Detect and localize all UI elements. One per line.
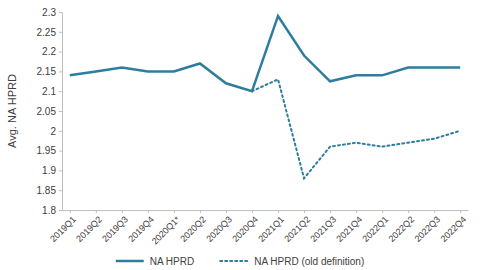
series-line: [70, 16, 460, 91]
x-tick: 2020Q4: [230, 210, 260, 244]
y-tick-label: 1.85: [37, 185, 57, 196]
x-tick-mark: [174, 210, 175, 213]
x-tick-mark: [304, 210, 305, 213]
y-tick-mark: [59, 52, 62, 53]
x-tick: 2019Q1: [48, 210, 78, 244]
y-tick-mark: [59, 111, 62, 112]
x-tick-label: 2019Q2: [74, 214, 104, 244]
x-tick: 2020Q1*: [150, 210, 183, 247]
x-tick-label: 2022Q4: [439, 214, 469, 244]
y-tick-mark: [59, 131, 62, 132]
series-line: [252, 79, 460, 178]
y-tick-label: 2.15: [37, 66, 57, 77]
x-tick: 2022Q4: [439, 210, 469, 244]
x-tick-mark: [70, 210, 71, 213]
x-axis-line: [63, 210, 469, 211]
legend-label: NA HPRD (old definition): [254, 256, 364, 267]
y-tick-label: 2.3: [42, 7, 56, 18]
x-tick-mark: [382, 210, 383, 213]
x-tick-label: 2020Q2: [178, 214, 208, 244]
x-tick-mark: [96, 210, 97, 213]
legend-item: NA HPRD: [116, 256, 194, 267]
y-tick-label: 1.95: [37, 145, 57, 156]
y-tick: 1.9: [42, 165, 62, 176]
y-tick: 1.85: [37, 185, 62, 196]
y-tick: 2.25: [37, 27, 62, 38]
y-tick-mark: [59, 91, 62, 92]
x-tick-mark: [434, 210, 435, 213]
y-axis: 1.8 1.85 1.9 1.95 2 2.05 2.1 2.15 2.2 2.25 2.3: [37, 7, 63, 216]
x-tick-label: 2020Q3: [204, 214, 234, 244]
x-tick: 2019Q2: [74, 210, 104, 244]
y-tick-mark: [59, 12, 62, 13]
y-tick-mark: [59, 71, 62, 72]
x-tick-mark: [122, 210, 123, 213]
x-tick: 2021Q2: [282, 210, 312, 244]
y-tick-label: 1.8: [42, 205, 56, 216]
x-tick-mark: [148, 210, 149, 213]
x-tick-mark: [356, 210, 357, 213]
x-tick: 2020Q2: [178, 210, 208, 244]
x-axis: 2019Q12019Q22019Q32019Q42020Q1*2020Q2202…: [48, 210, 468, 247]
x-tick-mark: [200, 210, 201, 213]
x-tick-label: 2021Q3: [308, 214, 338, 244]
x-tick-label: 2021Q2: [282, 214, 312, 244]
legend-item: NA HPRD (old definition): [220, 256, 364, 267]
legend-symbol: [116, 260, 144, 263]
y-tick-label: 2.25: [37, 27, 57, 38]
x-tick-label: 2022Q1: [360, 214, 390, 244]
x-tick-mark: [330, 210, 331, 213]
x-tick: 2022Q2: [386, 210, 416, 244]
y-tick: 2.15: [37, 66, 62, 77]
y-tick: 2.3: [42, 7, 62, 18]
y-tick-label: 2.05: [37, 106, 57, 117]
y-tick: 1.8: [42, 205, 62, 216]
y-tick: 2: [50, 126, 62, 137]
y-axis-title: Avg. NA HPRD: [6, 74, 18, 148]
x-tick-label: 2020Q4: [230, 214, 260, 244]
x-tick-mark: [460, 210, 461, 213]
y-tick-mark: [59, 151, 62, 152]
x-tick-label: 2020Q1*: [150, 214, 183, 247]
y-tick-mark: [59, 170, 62, 171]
x-tick: 2021Q3: [308, 210, 338, 244]
lines: [70, 16, 460, 178]
y-tick-mark: [59, 32, 62, 33]
legend-symbol: [220, 260, 248, 262]
x-tick: 2020Q3: [204, 210, 234, 244]
x-tick: 2022Q3: [413, 210, 443, 244]
y-tick-mark: [59, 190, 62, 191]
x-tick: 2019Q3: [100, 210, 130, 244]
legend: NA HPRD NA HPRD (old definition): [116, 256, 365, 267]
y-tick-label: 2: [50, 126, 56, 137]
x-tick-label: 2019Q1: [48, 214, 78, 244]
x-tick: 2021Q1: [256, 210, 286, 244]
legend-label: NA HPRD: [150, 256, 194, 267]
x-tick-mark: [408, 210, 409, 213]
y-axis-line: [62, 13, 63, 211]
x-tick: 2022Q1: [360, 210, 390, 244]
x-tick-mark: [278, 210, 279, 213]
x-tick-mark: [226, 210, 227, 213]
x-tick-label: 2021Q1: [256, 214, 286, 244]
y-tick-label: 1.9: [42, 165, 56, 176]
x-tick-label: 2022Q3: [413, 214, 443, 244]
chart: 1.8 1.85 1.9 1.95 2 2.05 2.1 2.15 2.2 2.25 2.3 2019…: [0, 0, 480, 270]
x-tick-label: 2021Q4: [334, 214, 364, 244]
y-tick-label: 2.1: [42, 86, 56, 97]
y-tick-mark: [59, 210, 62, 211]
y-tick: 2.2: [42, 46, 62, 57]
y-tick: 2.1: [42, 86, 62, 97]
y-tick: 1.95: [37, 145, 62, 156]
plot: 1.8 1.85 1.9 1.95 2 2.05 2.1 2.15 2.2 2.25 2.3 2019…: [37, 7, 469, 247]
y-tick-label: 2.2: [42, 46, 56, 57]
x-tick: 2021Q4: [334, 210, 364, 244]
x-tick-label: 2019Q3: [100, 214, 130, 244]
x-tick-mark: [252, 210, 253, 213]
y-tick: 2.05: [37, 106, 62, 117]
x-tick-label: 2022Q2: [386, 214, 416, 244]
